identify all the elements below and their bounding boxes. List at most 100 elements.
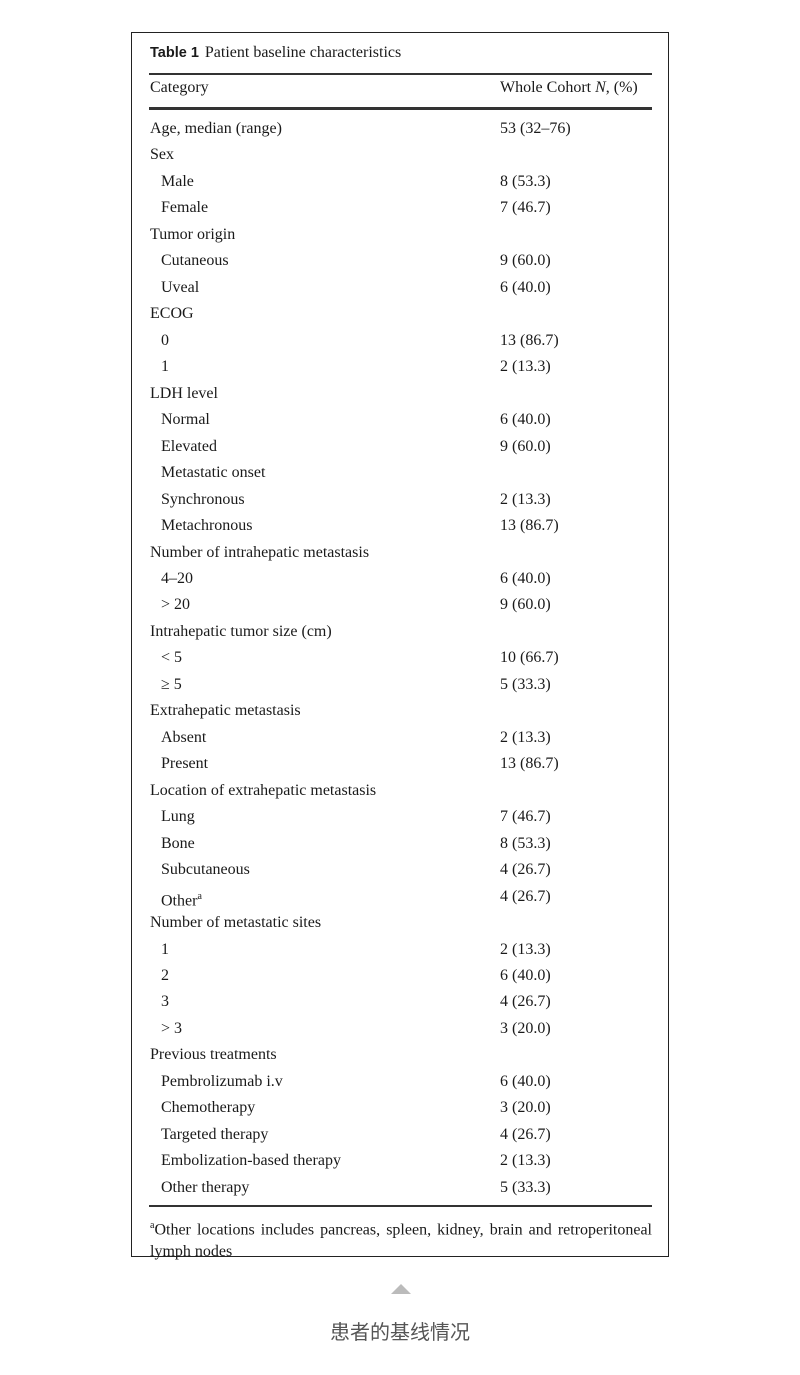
row-label-text: 1	[161, 940, 169, 958]
table-label: Table 1	[150, 45, 199, 61]
row-label: Age, median (range)	[150, 119, 282, 139]
row-label-text: 0	[161, 331, 169, 349]
table-row: Female 7 (46.7)	[132, 198, 668, 224]
row-label: Location of extrahepatic metastasis	[150, 781, 376, 801]
table-row: Previous treatments	[132, 1045, 668, 1071]
table-row: Embolization-based therapy 2 (13.3)	[132, 1151, 668, 1177]
row-label-text: Subcutaneous	[161, 861, 250, 879]
row-label: Pembrolizumab i.v	[161, 1072, 283, 1092]
row-label: Uveal	[161, 278, 199, 298]
row-label-text: Previous treatments	[150, 1046, 277, 1064]
row-value: 2 (13.3)	[500, 1152, 551, 1170]
row-label-text: Metachronous	[161, 517, 253, 535]
table-row: Normal 6 (40.0)	[132, 410, 668, 436]
row-label-text: Present	[161, 755, 209, 773]
row-value: 4 (26.7)	[500, 1125, 551, 1143]
row-label-text: Intrahepatic tumor size (cm)	[150, 622, 332, 640]
table-row: Intrahepatic tumor size (cm)	[132, 622, 668, 648]
row-label-text: Extrahepatic metastasis	[150, 702, 301, 720]
row-value: 9 (60.0)	[500, 252, 551, 270]
table-row: Absent 2 (13.3)	[132, 728, 668, 754]
row-label-text: ≥ 5	[161, 675, 182, 693]
row-value: 3 (20.0)	[500, 1019, 551, 1037]
row-label-text: Number of metastatic sites	[150, 914, 322, 932]
table-row: Extrahepatic metastasis	[132, 701, 668, 727]
table-row: LDH level	[132, 384, 668, 410]
table-row: Number of metastatic sites	[132, 913, 668, 939]
row-value: 13 (86.7)	[500, 517, 559, 535]
row-label: 2	[161, 966, 169, 986]
row-value: 6 (40.0)	[500, 569, 551, 587]
table-row: Location of extrahepatic metastasis	[132, 781, 668, 807]
column-header-category: Category	[150, 79, 209, 96]
row-label: > 20	[161, 595, 190, 615]
row-label-text: Location of extrahepatic metastasis	[150, 781, 377, 799]
row-label: Subcutaneous	[161, 860, 250, 880]
table-row: Male 8 (53.3)	[132, 172, 668, 198]
row-label-text: 1	[161, 358, 169, 376]
table-row: > 20 9 (60.0)	[132, 595, 668, 621]
row-value: 7 (46.7)	[500, 808, 551, 826]
row-value: 8 (53.3)	[500, 834, 551, 852]
table-figure: Table 1 Patient baseline characteristics …	[131, 32, 669, 1260]
table-row: Number of intrahepatic metastasis	[132, 543, 668, 569]
row-value: 6 (40.0)	[500, 967, 551, 984]
table-row: Tumor origin	[132, 225, 668, 251]
row-label: Number of intrahepatic metastasis	[150, 543, 369, 563]
row-label: 4–20	[161, 569, 193, 589]
row-value: 6 (40.0)	[500, 411, 551, 429]
row-label-text: Bone	[161, 834, 195, 852]
table-row: 1 2 (13.3)	[132, 357, 668, 383]
row-value: 2 (13.3)	[500, 940, 551, 958]
row-label-text: Pembrolizumab i.v	[161, 1072, 283, 1090]
row-label: Cutaneous	[161, 251, 229, 271]
table-row: Metachronous 13 (86.7)	[132, 516, 668, 542]
row-label-text: Lung	[161, 808, 195, 826]
row-value: 6 (40.0)	[500, 1072, 551, 1090]
row-label-text: Female	[161, 199, 209, 217]
row-label: Targeted therapy	[161, 1125, 268, 1145]
row-label: Chemotherapy	[161, 1098, 255, 1118]
row-label: ECOG	[150, 304, 194, 324]
row-value: 2 (13.3)	[500, 490, 551, 508]
row-label-text: 4–20	[161, 569, 193, 587]
triangle-up-icon	[391, 1284, 411, 1294]
row-label: Sex	[150, 145, 174, 165]
table-row: 1 2 (13.3)	[132, 940, 668, 966]
row-value: 13 (86.7)	[500, 755, 559, 773]
table-row: Subcutaneous 4 (26.7)	[132, 860, 668, 886]
row-label: Absent	[161, 728, 206, 748]
table-row: 3 4 (26.7)	[132, 992, 668, 1018]
row-label-text: Male	[161, 172, 194, 190]
table-row: Age, median (range) 53 (32–76)	[132, 119, 668, 145]
table-row: 4–20 6 (40.0)	[132, 569, 668, 595]
table-row: < 5 10 (66.7)	[132, 648, 668, 674]
row-label: Tumor origin	[150, 225, 235, 245]
row-label: Number of metastatic sites	[150, 913, 321, 933]
row-label: Intrahepatic tumor size (cm)	[150, 622, 332, 642]
table-row: Targeted therapy 4 (26.7)	[132, 1125, 668, 1151]
row-value: 4 (26.7)	[500, 887, 551, 905]
row-label: Bone	[161, 834, 195, 854]
row-label: Metachronous	[161, 516, 253, 536]
table-row: Metastatic onset	[132, 463, 668, 489]
row-label: Previous treatments	[150, 1045, 277, 1065]
row-label-text: 2	[161, 967, 169, 984]
row-value: 8 (53.3)	[500, 172, 551, 190]
image-caption: 患者的基线情况	[330, 1320, 470, 1344]
table-row: Other therapy 5 (33.3)	[132, 1178, 668, 1204]
row-value: 5 (33.3)	[500, 675, 551, 693]
row-value: 5 (33.3)	[500, 1178, 551, 1196]
table-row: > 3 3 (20.0)	[132, 1019, 668, 1045]
row-label-text: LDH level	[150, 384, 218, 402]
row-label-text: Other	[161, 891, 198, 909]
row-label-text: ECOG	[150, 305, 194, 323]
row-label-text: Chemotherapy	[161, 1099, 256, 1117]
row-label-text: Metastatic onset	[161, 464, 266, 482]
row-label-text: Absent	[161, 728, 207, 746]
row-label: ≥ 5	[161, 675, 182, 695]
row-label-text: Elevated	[161, 437, 217, 455]
bottom-rule	[149, 1205, 652, 1207]
row-label: 1	[161, 357, 169, 377]
row-label-text: Age, median (range)	[150, 120, 282, 137]
